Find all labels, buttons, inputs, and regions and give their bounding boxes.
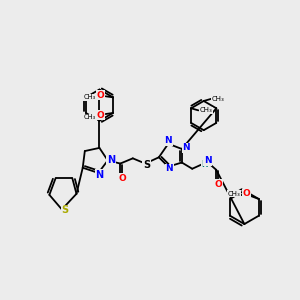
Text: S: S xyxy=(61,206,69,215)
Text: O: O xyxy=(97,111,104,120)
Text: CH₃: CH₃ xyxy=(199,107,212,113)
Text: N: N xyxy=(107,155,115,165)
Text: N: N xyxy=(182,143,190,152)
Text: N: N xyxy=(95,170,104,180)
Text: N: N xyxy=(166,164,173,173)
Text: CH₃: CH₃ xyxy=(212,96,225,102)
Text: O: O xyxy=(97,91,104,100)
Text: S: S xyxy=(143,160,150,170)
Text: O: O xyxy=(118,174,126,183)
Text: CH₃: CH₃ xyxy=(227,191,240,197)
Text: O: O xyxy=(242,189,250,198)
Text: CH₃: CH₃ xyxy=(84,94,96,100)
Text: CH₃: CH₃ xyxy=(84,114,96,120)
Text: H: H xyxy=(202,160,208,169)
Text: N: N xyxy=(164,136,172,145)
Text: O: O xyxy=(214,180,222,189)
Text: N: N xyxy=(204,156,212,165)
